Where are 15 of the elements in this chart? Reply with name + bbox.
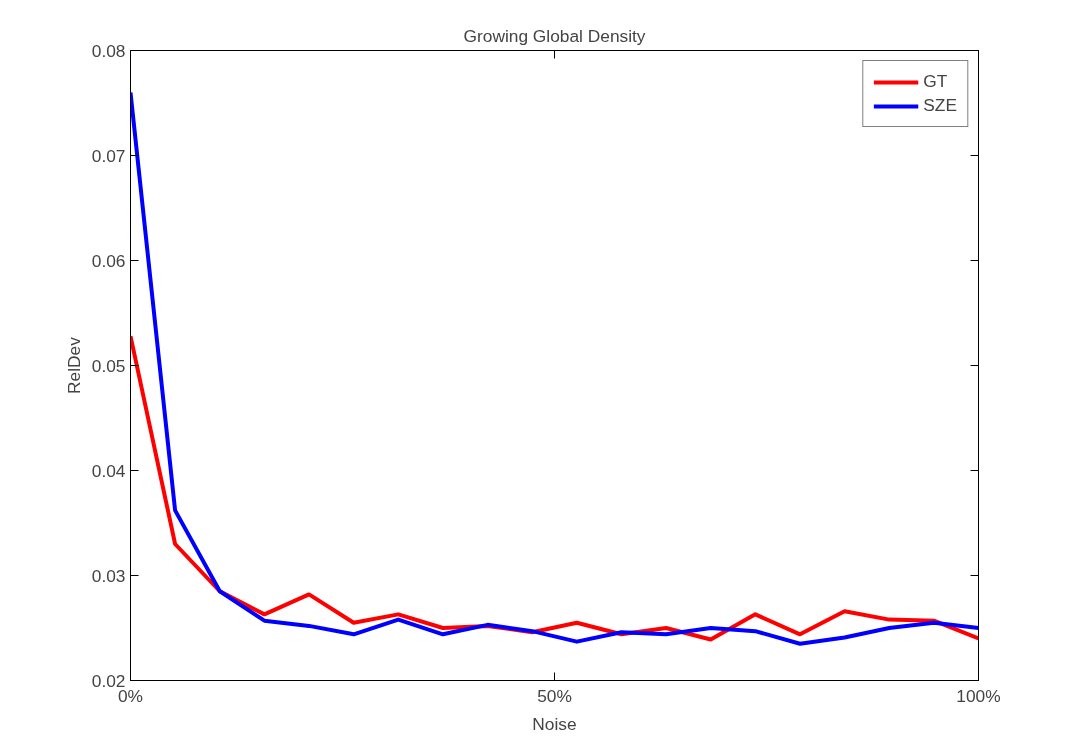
legend-label: SZE [923, 95, 957, 116]
line-series [130, 90, 979, 646]
y-axis-title: RelDev [63, 336, 84, 394]
x-tick-label: 50% [537, 685, 572, 706]
x-tick-label: 100% [956, 685, 1001, 706]
y-tick-label: 0.05 [91, 355, 126, 376]
x-axis-title: Noise [532, 713, 577, 734]
y-tick-label: 0.03 [91, 565, 126, 586]
y-tick-label: 0.04 [91, 460, 126, 481]
legend-label: GT [923, 71, 948, 92]
y-tick-label: 0.07 [91, 145, 126, 166]
y-tick-label: 0.02 [91, 670, 126, 691]
y-tick-label: 0.08 [91, 40, 126, 61]
y-tick-label: 0.06 [91, 250, 126, 271]
chart-title: Growing Global Density [463, 25, 646, 46]
